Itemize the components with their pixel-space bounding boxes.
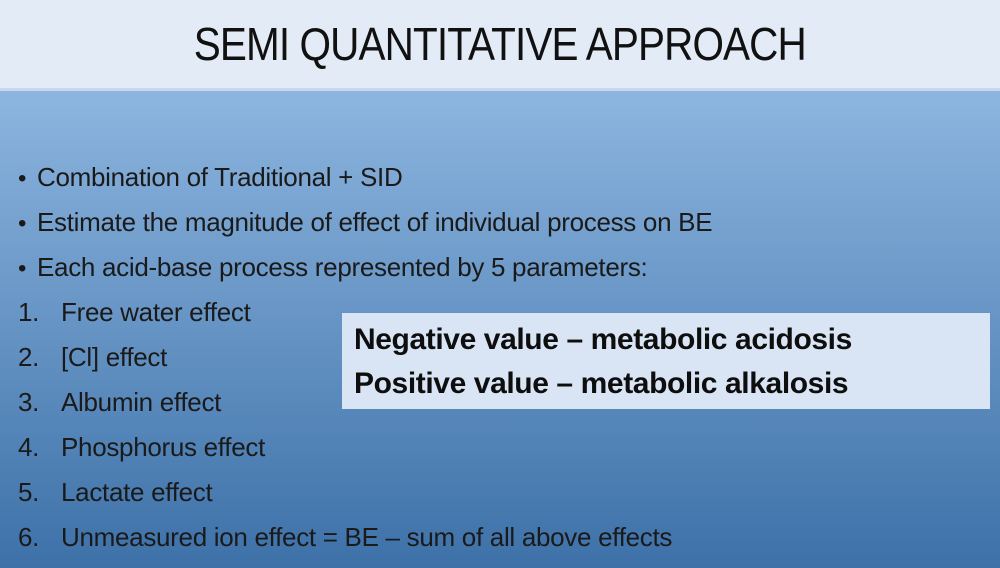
title-band: SEMI QUANTITATIVE APPROACH: [0, 0, 1000, 91]
numbered-item: 3. Albumin effect: [0, 386, 1000, 418]
numbered-item-number: 5.: [18, 477, 40, 507]
bullet-item: • Combination of Traditional + SID: [0, 161, 1000, 195]
numbered-item-text: Phosphorus effect: [61, 432, 266, 462]
slide-body: • Combination of Traditional + SID • Estima…: [0, 91, 1000, 568]
numbered-item: 6. Unmeasured ion effect = BE – sum of al…: [0, 521, 1000, 553]
bullet-text: Combination of Traditional + SID: [37, 162, 403, 192]
numbered-item: 5. Lactate effect: [0, 476, 1000, 508]
callout-line-negative: Negative value – metabolic acidosis: [354, 323, 852, 356]
bullet-text: Each acid-base process represented by 5 …: [37, 252, 648, 282]
bullet-marker: •: [18, 165, 27, 192]
numbered-item-number: 6.: [18, 522, 40, 552]
numbered-item-text: Free water effect: [61, 297, 251, 327]
bullet-marker: •: [18, 255, 27, 282]
numbered-item: 1. Free water effect: [0, 296, 1000, 328]
numbered-item-number: 3.: [18, 387, 40, 417]
numbered-item: 2. [Cl] effect: [0, 341, 1000, 373]
numbered-item-number: 1.: [18, 297, 40, 327]
bullet-marker: •: [18, 210, 27, 237]
numbered-item-number: 2.: [18, 342, 40, 372]
numbered-item-text: Unmeasured ion effect = BE – sum of all …: [61, 522, 673, 552]
numbered-item-text: Lactate effect: [61, 477, 213, 507]
callout-line-positive: Positive value – metabolic alkalosis: [354, 367, 849, 400]
numbered-item-text: [Cl] effect: [61, 342, 168, 372]
bullet-item: • Each acid-base process represented by 5…: [0, 251, 1000, 285]
numbered-item: 4. Phosphorus effect: [0, 431, 1000, 463]
callout-box: Negative value – metabolic acidosis Posi…: [342, 313, 990, 409]
numbered-item-number: 4.: [18, 432, 40, 462]
slide-title: SEMI QUANTITATIVE APPROACH: [193, 18, 807, 70]
numbered-item-text: Albumin effect: [61, 387, 222, 417]
bullet-text: Estimate the magnitude of effect of indi…: [37, 207, 713, 237]
bullet-item: • Estimate the magnitude of effect of ind…: [0, 206, 1000, 240]
